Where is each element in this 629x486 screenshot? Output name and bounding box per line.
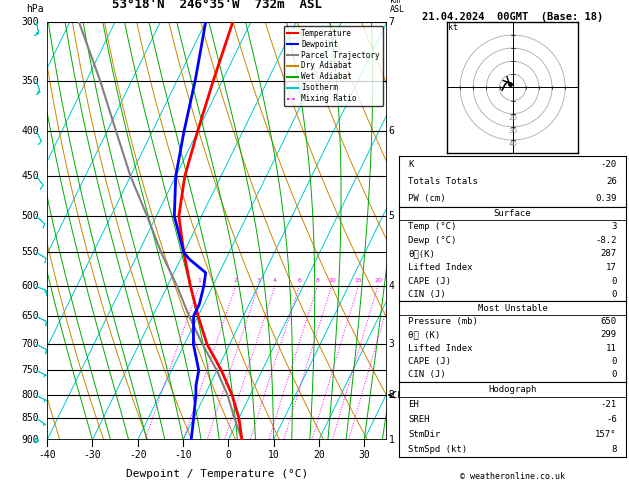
Text: -21: -21 [601,399,617,409]
Text: 8: 8 [611,445,617,454]
Text: 5: 5 [389,211,394,221]
Text: 600: 600 [21,280,39,291]
Text: 0.39: 0.39 [595,193,617,203]
Text: 287: 287 [601,249,617,259]
Text: 11: 11 [606,344,617,353]
Text: 20: 20 [508,115,517,121]
Text: Lifted Index: Lifted Index [408,263,473,272]
Text: LCL: LCL [389,391,403,399]
Text: 850: 850 [21,413,39,423]
Text: -8.2: -8.2 [595,236,617,245]
Text: 26: 26 [606,176,617,186]
Text: 15: 15 [355,278,362,283]
Text: 900: 900 [21,435,39,445]
Text: StmDir: StmDir [408,430,441,439]
Text: Hodograph: Hodograph [489,384,537,394]
Text: 0: 0 [225,450,231,460]
Text: 3: 3 [611,223,617,231]
Text: 2: 2 [234,278,238,283]
Text: CIN (J): CIN (J) [408,370,446,380]
Text: EH: EH [408,399,419,409]
Text: -30: -30 [84,450,101,460]
Text: SREH: SREH [408,415,430,424]
Text: Mixing Ratio (g/kg): Mixing Ratio (g/kg) [407,183,416,278]
Text: 450: 450 [21,171,39,181]
Text: 20: 20 [374,278,382,283]
Text: θᴇ(K): θᴇ(K) [408,249,435,259]
Text: 1: 1 [198,278,201,283]
Text: 350: 350 [21,75,39,86]
Text: 17: 17 [606,263,617,272]
Text: 650: 650 [21,311,39,321]
Text: 4: 4 [273,278,277,283]
Text: 157°: 157° [595,430,617,439]
Text: 550: 550 [21,247,39,258]
Text: 10: 10 [268,450,279,460]
Text: 0: 0 [611,357,617,366]
Text: 6: 6 [298,278,301,283]
Text: PW (cm): PW (cm) [408,193,446,203]
Text: Most Unstable: Most Unstable [477,303,548,312]
Text: 800: 800 [21,390,39,400]
Text: 20: 20 [313,450,325,460]
Text: CAPE (J): CAPE (J) [408,277,452,285]
Text: kt: kt [448,23,459,32]
Text: Temp (°C): Temp (°C) [408,223,457,231]
Text: 400: 400 [21,126,39,136]
Text: 8: 8 [316,278,320,283]
Text: 750: 750 [21,365,39,376]
Text: hPa: hPa [26,3,44,14]
Text: 0: 0 [611,277,617,285]
Text: 40: 40 [508,141,517,147]
Text: km
ASL: km ASL [390,0,405,14]
Text: CAPE (J): CAPE (J) [408,357,452,366]
Text: 3: 3 [257,278,260,283]
Text: © weatheronline.co.uk: © weatheronline.co.uk [460,472,565,481]
Text: -6: -6 [606,415,617,424]
Text: K: K [408,159,414,169]
Text: 1: 1 [389,435,394,445]
Text: Dewpoint / Temperature (°C): Dewpoint / Temperature (°C) [126,469,308,479]
Text: CIN (J): CIN (J) [408,290,446,299]
Text: 0: 0 [611,370,617,380]
Text: Surface: Surface [494,209,532,218]
Text: 30: 30 [359,450,370,460]
Text: 30: 30 [508,128,517,134]
Text: 500: 500 [21,211,39,221]
Text: -20: -20 [129,450,147,460]
Text: 10: 10 [328,278,336,283]
Text: θᴇ (K): θᴇ (K) [408,330,441,339]
Text: 53°18'N  246°35'W  732m  ASL: 53°18'N 246°35'W 732m ASL [112,0,322,12]
Text: Dewp (°C): Dewp (°C) [408,236,457,245]
Text: 6: 6 [389,126,394,136]
Text: 7: 7 [389,17,394,27]
Text: Pressure (mb): Pressure (mb) [408,317,478,326]
Text: 21.04.2024  00GMT  (Base: 18): 21.04.2024 00GMT (Base: 18) [422,12,603,22]
Text: Lifted Index: Lifted Index [408,344,473,353]
Text: -20: -20 [601,159,617,169]
Text: 0: 0 [611,290,617,299]
Text: 700: 700 [21,339,39,349]
Text: 4: 4 [389,280,394,291]
Text: Totals Totals: Totals Totals [408,176,478,186]
Text: 3: 3 [389,339,394,349]
Text: StmSpd (kt): StmSpd (kt) [408,445,467,454]
Text: -10: -10 [174,450,192,460]
Text: 299: 299 [601,330,617,339]
Text: 2: 2 [389,390,394,400]
Text: 650: 650 [601,317,617,326]
Text: -40: -40 [38,450,56,460]
Text: 300: 300 [21,17,39,27]
Legend: Temperature, Dewpoint, Parcel Trajectory, Dry Adiabat, Wet Adiabat, Isotherm, Mi: Temperature, Dewpoint, Parcel Trajectory… [284,26,383,106]
